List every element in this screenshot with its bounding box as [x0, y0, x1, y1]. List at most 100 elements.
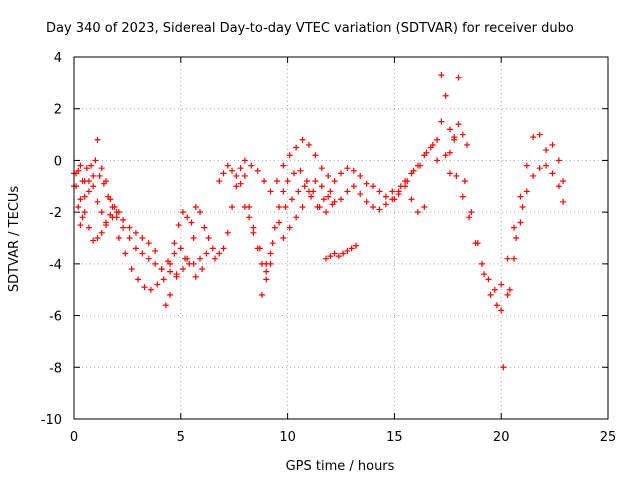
data-point — [81, 193, 88, 200]
data-point — [523, 162, 530, 169]
data-point — [391, 196, 398, 203]
data-point — [350, 183, 357, 190]
data-point — [316, 203, 323, 210]
series-track-8 — [241, 136, 396, 200]
x-tick-label: 5 — [177, 430, 185, 445]
data-point — [203, 250, 210, 257]
data-point — [263, 268, 270, 275]
data-point — [280, 162, 287, 169]
data-point — [530, 172, 537, 179]
data-point — [370, 203, 377, 210]
y-tick-label: -6 — [49, 310, 62, 325]
data-point — [284, 178, 291, 185]
data-point — [241, 203, 248, 210]
data-point — [493, 302, 500, 309]
data-point — [299, 136, 306, 143]
data-point — [434, 157, 441, 164]
data-point — [258, 291, 265, 298]
data-point — [77, 162, 84, 169]
data-point — [186, 260, 193, 267]
data-point — [549, 170, 556, 177]
y-tick-label: -4 — [49, 258, 62, 273]
data-point — [303, 178, 310, 185]
data-point — [98, 209, 105, 216]
data-point — [90, 183, 97, 190]
grid — [74, 57, 608, 419]
data-point — [421, 152, 428, 159]
y-tick-label: 2 — [54, 103, 62, 118]
data-point — [92, 157, 99, 164]
data-point — [455, 121, 462, 128]
data-point — [85, 224, 92, 231]
data-point — [305, 188, 312, 195]
data-point — [107, 211, 114, 218]
data-point — [560, 198, 567, 205]
data-point — [464, 141, 471, 148]
data-point — [408, 170, 415, 177]
data-point — [348, 245, 355, 252]
data-point — [323, 209, 330, 216]
data-point — [209, 245, 216, 252]
data-point — [132, 229, 139, 236]
data-point — [171, 250, 178, 257]
data-point — [184, 255, 191, 262]
data-point — [154, 281, 161, 288]
data-point — [376, 206, 383, 213]
data-point — [258, 260, 265, 267]
data-point — [177, 245, 184, 252]
data-point — [147, 286, 154, 293]
series-track-7 — [216, 162, 274, 275]
data-point — [446, 149, 453, 156]
data-point — [438, 72, 445, 79]
data-point — [331, 250, 338, 257]
data-point — [192, 273, 199, 280]
series-track-15 — [498, 131, 567, 288]
x-tick-label: 20 — [493, 430, 510, 445]
data-point — [85, 188, 92, 195]
data-point — [81, 209, 88, 216]
data-point — [293, 214, 300, 221]
plot-frame — [73, 56, 609, 420]
x-tick-label: 15 — [386, 430, 403, 445]
data-point — [85, 178, 92, 185]
series-track-2 — [73, 136, 210, 273]
data-point — [318, 165, 325, 172]
data-point — [248, 162, 255, 169]
data-point — [205, 235, 212, 241]
data-point — [414, 162, 421, 169]
y-tick-label: 0 — [54, 154, 62, 169]
data-point — [459, 193, 466, 200]
data-point — [338, 196, 344, 203]
data-point — [145, 240, 152, 247]
data-point — [94, 136, 101, 143]
data-point — [331, 198, 338, 205]
data-point — [269, 240, 276, 247]
data-point — [427, 144, 434, 151]
data-point — [363, 198, 370, 205]
data-point — [325, 193, 332, 200]
data-point — [120, 216, 127, 223]
data-point — [162, 302, 169, 309]
series-track-11 — [323, 242, 359, 262]
data-point — [344, 165, 351, 172]
data-point — [299, 203, 306, 210]
data-point — [472, 240, 479, 247]
data-point — [288, 196, 295, 203]
data-point — [197, 255, 204, 262]
y-tick-label: -10 — [41, 413, 62, 428]
series-track-13 — [395, 72, 526, 371]
data-point — [224, 229, 231, 236]
data-point — [327, 188, 334, 195]
data-point — [451, 136, 458, 143]
data-point — [179, 209, 186, 216]
data-point — [220, 245, 227, 252]
data-point — [504, 255, 511, 262]
data-point — [179, 266, 186, 273]
data-point — [250, 229, 257, 236]
data-point — [291, 170, 298, 177]
data-point — [536, 131, 543, 138]
axis-ticks: 0 5 10 15 20 25 -10 -8 -6 -4 -2 0 2 4 — [41, 51, 617, 445]
data-point — [331, 178, 338, 185]
data-point — [466, 214, 473, 221]
